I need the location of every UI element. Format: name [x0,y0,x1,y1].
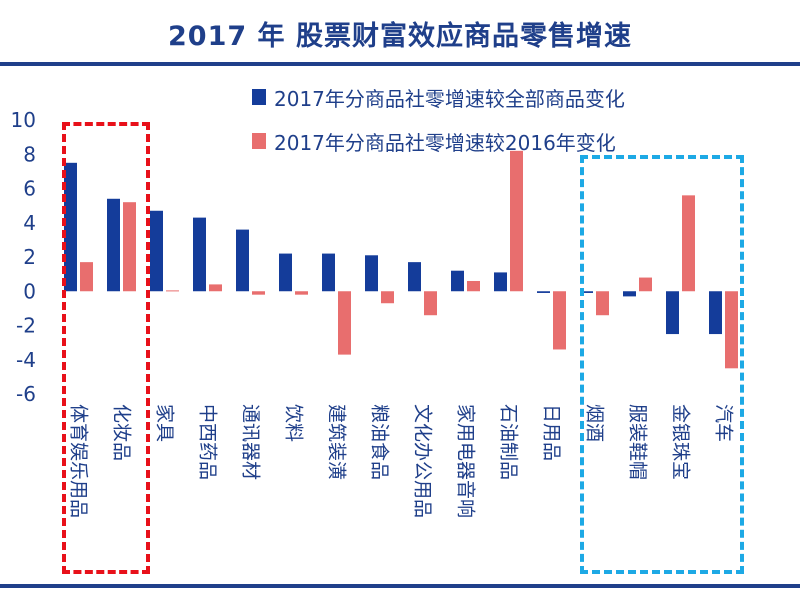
bar-series-2 [639,277,652,292]
bar-series-1 [279,253,292,292]
bar-series-2 [381,291,394,304]
x-tick-label: 烟酒 [584,404,606,442]
x-tick-label: 汽车 [713,404,735,442]
y-tick-label: 2 [23,245,36,269]
highlight-box-red [62,122,150,574]
bar-series-1 [451,270,464,292]
bar-series-2 [424,291,437,316]
y-tick-label: 10 [11,108,36,132]
x-tick-label: 金银珠宝 [670,404,692,480]
bar-series-2 [725,291,738,369]
x-tick-label: 日用品 [541,404,563,461]
y-tick-label: 6 [23,177,36,201]
bar-series-1 [150,210,163,292]
footer-rule [0,584,800,588]
bar-series-1 [64,162,77,292]
legend-swatch-series-1 [252,89,266,105]
bar-series-1 [666,291,679,335]
bar-series-2 [596,291,609,316]
legend-item-series-2: 2017年分商品社零增速较2016年变化 [252,126,616,156]
bar-series-1 [623,291,636,297]
y-tick-label: -2 [16,314,36,338]
title-rule [0,62,800,66]
bar-series-2 [252,291,265,295]
legend-swatch-series-2 [252,133,266,149]
bar-series-2 [295,291,308,295]
x-tick-label: 家具 [154,404,176,442]
bar-series-2 [80,262,93,292]
bar-series-1 [107,198,120,292]
y-tick-label: 8 [23,142,36,166]
x-tick-label: 粮油食品 [369,404,391,480]
x-tick-label: 体育娱乐用品 [68,404,90,518]
bar-series-2 [338,291,351,355]
legend-label-series-2: 2017年分商品社零增速较2016年变化 [274,130,616,155]
y-tick-label: -6 [16,382,36,406]
y-tick-label: -4 [16,348,36,372]
bar-series-1 [193,217,206,292]
bar-series-1 [709,291,722,335]
x-tick-label: 通讯器材 [240,404,262,480]
highlight-box-blue [580,155,744,574]
x-tick-label: 化妆品 [111,404,133,461]
bar-series-1 [365,255,378,292]
y-tick-label: 4 [23,211,36,235]
bar-series-2 [510,150,523,292]
y-tick-label: 0 [23,279,36,303]
bar-series-2 [209,284,222,292]
bar-series-2 [123,202,136,292]
bar-series-2 [553,291,566,350]
legend-label-series-1: 2017年分商品社零增速较全部商品变化 [274,86,625,111]
bar-series-2 [682,195,695,292]
x-tick-label: 文化办公用品 [412,404,434,518]
x-tick-label: 饮料 [283,404,305,442]
x-tick-label: 服装鞋帽 [627,404,649,480]
bar-series-1 [537,291,550,293]
bar-series-1 [494,272,507,292]
bar-series-1 [580,291,593,293]
legend-item-series-1: 2017年分商品社零增速较全部商品变化 [252,82,625,112]
bar-series-2 [166,290,179,292]
x-tick-label: 中西药品 [197,404,219,480]
bar-series-1 [322,253,335,292]
bar-series-1 [236,229,249,292]
x-tick-label: 建筑装潢 [326,404,348,480]
chart-title: 2017 年 股票财富效应商品零售增速 [168,21,632,52]
x-tick-label: 石油制品 [498,404,520,480]
bar-series-2 [467,280,480,292]
bar-series-1 [408,262,421,292]
x-tick-label: 家用电器音响 [455,404,477,518]
